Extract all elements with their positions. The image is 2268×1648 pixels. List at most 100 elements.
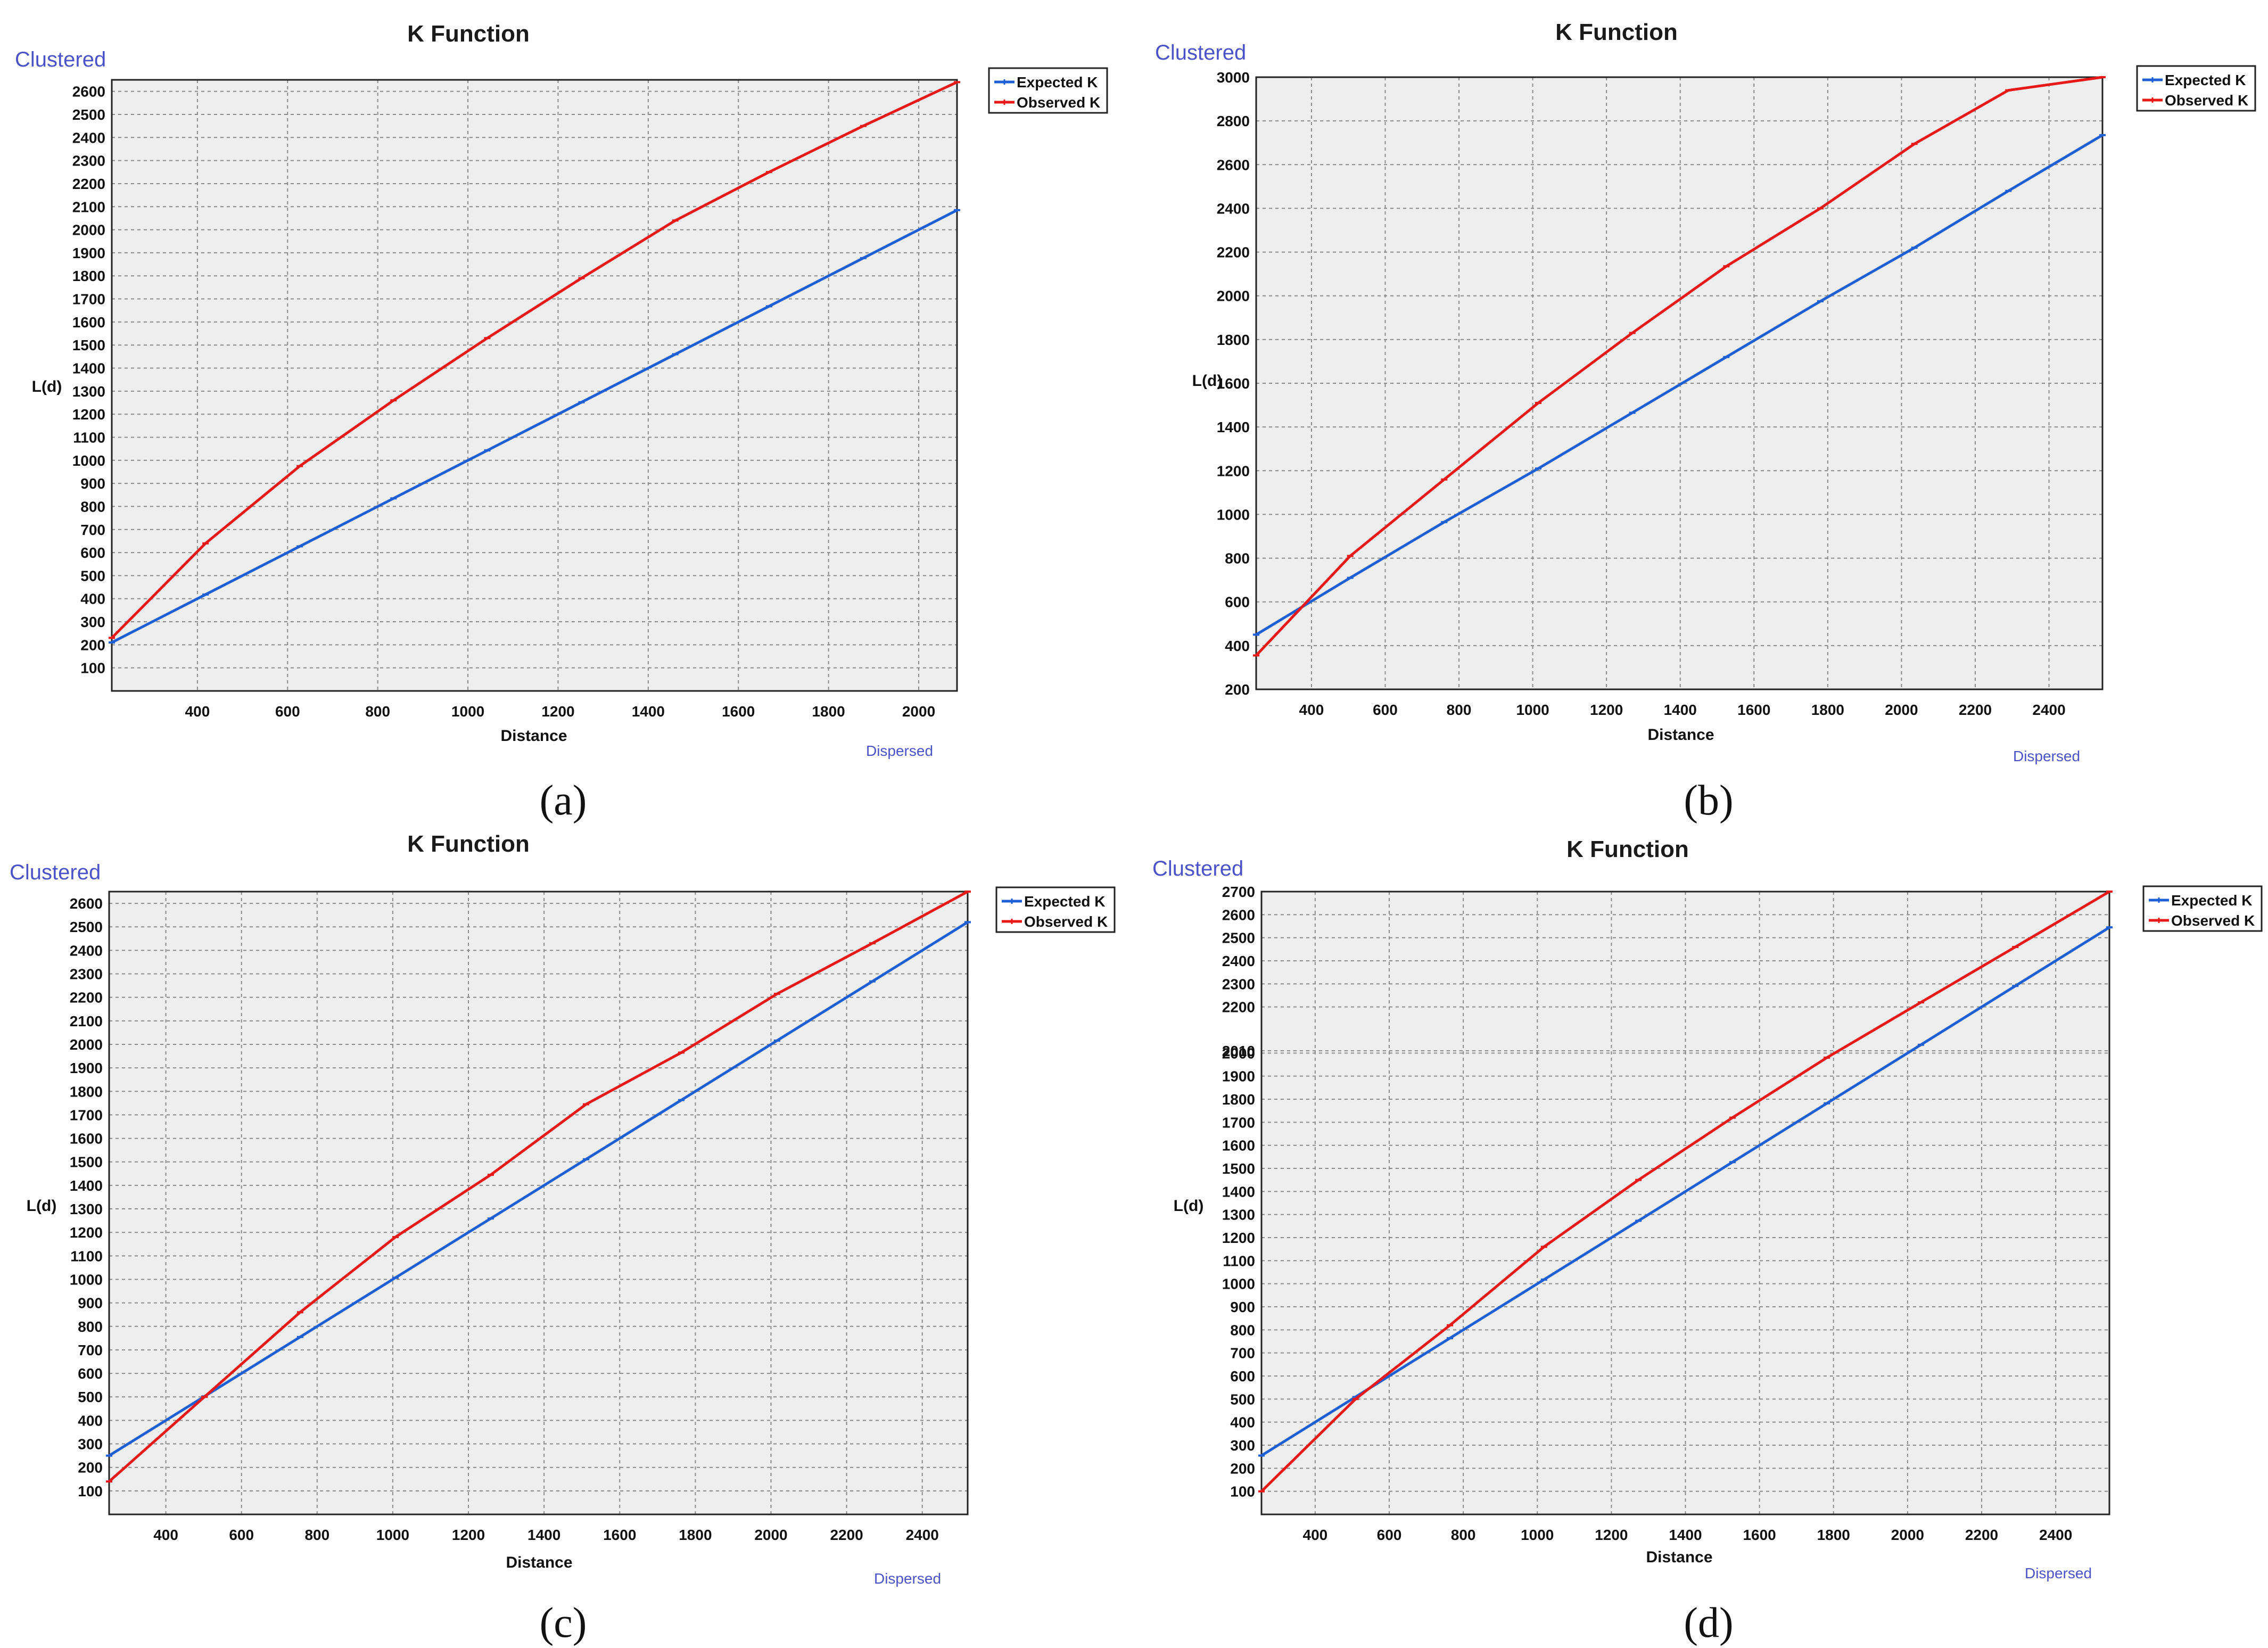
chart-c-ytick-label: 2400: [70, 942, 103, 959]
chart-d-ytick-label: 1600: [1222, 1138, 1255, 1154]
chart-a-x-axis-label: Distance: [500, 727, 567, 745]
chart-d-ytick-label: 100: [1230, 1484, 1255, 1500]
chart-c-ytick-label: 300: [78, 1436, 103, 1453]
chart-d-xtick-label: 1800: [1817, 1527, 1850, 1543]
chart-d-plot-frame: [1260, 891, 2110, 1515]
chart-c-ytick-label: 900: [78, 1295, 103, 1312]
chart-a-ytick-label: 1300: [72, 383, 105, 400]
chart-d-xtick-label: 2200: [1965, 1527, 1998, 1543]
chart-c-panel: K Function Clustered Dispersed 100 200 300 400…: [10, 831, 1116, 1646]
chart-a-panel: K Function Clustered Dispersed 100 200 300 400…: [15, 21, 1108, 824]
chart-d-observed-k-line: [1260, 890, 2110, 1493]
chart-d-ytick-label: 400: [1230, 1414, 1255, 1431]
chart-c-ytick-label: 400: [78, 1412, 103, 1429]
chart-a-ytick-label: 500: [80, 567, 105, 584]
chart-b-ytick-label: 600: [1225, 594, 1250, 611]
chart-d-ytick-label: 2200: [1222, 999, 1255, 1016]
chart-c-xtick-label: 1800: [679, 1527, 712, 1543]
chart-a-ytick-label: 1700: [72, 291, 105, 308]
chart-d-dispersed-label: Dispersed: [2025, 1565, 2092, 1581]
chart-b-xtick-label: 1000: [1516, 702, 1549, 718]
chart-a-ytick-label: 700: [80, 522, 105, 538]
chart-d-plot-area: [1261, 892, 2109, 1514]
chart-a-ytick-label: 2100: [72, 199, 105, 215]
chart-a-xtick-label: 1800: [812, 703, 845, 720]
chart-c-legend: Expected K Observed K: [995, 886, 1116, 933]
chart-c-ytick-label: 200: [78, 1460, 103, 1476]
chart-b-ytick-label: 2600: [1217, 156, 1250, 173]
chart-c-ytick-label: 2000: [70, 1036, 103, 1053]
chart-a-legend-label: Expected K: [1017, 74, 1098, 90]
chart-b-xtick-label: 600: [1373, 702, 1398, 718]
chart-c-xtick-label: 2200: [830, 1527, 863, 1543]
chart-d-ytick-label: 200: [1230, 1460, 1255, 1477]
chart-c-plot-frame: [108, 891, 969, 1515]
chart-b-legend-label: Observed K: [2165, 92, 2248, 109]
chart-c-ytick-label: 1800: [70, 1083, 103, 1100]
chart-a-dispersed-label: Dispersed: [866, 743, 933, 759]
chart-b-xtick-label: 2000: [1885, 702, 1918, 718]
chart-d-legend-label: Observed K: [2171, 912, 2255, 929]
chart-a-xtick-label: 1200: [541, 703, 574, 720]
chart-a-ytick-label: 2500: [72, 106, 105, 123]
chart-c-ytick-label: 1100: [70, 1248, 103, 1264]
chart-c-ytick-label: 2600: [70, 895, 103, 912]
chart-b-x-axis-label: Distance: [1647, 726, 1714, 744]
chart-a-ytick-label: 1400: [72, 360, 105, 377]
chart-a-observed-k-line: [111, 81, 958, 639]
chart-c-ytick-label: 1500: [70, 1154, 103, 1171]
chart-b-xtick-label: 400: [1299, 702, 1324, 718]
chart-d-ytick-label: 900: [1230, 1299, 1255, 1315]
chart-d-clustered-label: Clustered: [1152, 857, 1243, 880]
chart-c-caption: (c): [540, 1600, 587, 1646]
chart-a-ytick-label: 1000: [72, 452, 105, 469]
chart-c-x-axis-label: Distance: [506, 1554, 572, 1571]
chart-a-xtick-label: 1600: [722, 703, 755, 720]
chart-a-ytick-label: 300: [80, 614, 105, 630]
chart-b-xtick-label: 2200: [1959, 702, 1992, 718]
chart-b-ytick-label: 1000: [1217, 506, 1250, 523]
chart-c-ytick-label: 1600: [70, 1131, 103, 1147]
chart-a-xtick-label: 1000: [451, 703, 484, 720]
chart-b-observed-k-line: [1255, 76, 2103, 657]
chart-c-ytick-label: 2500: [70, 919, 103, 935]
chart-c-clustered-label: Clustered: [10, 861, 101, 884]
chart-b-clustered-label: Clustered: [1155, 41, 1246, 64]
chart-c-ytick-label: 700: [78, 1342, 103, 1358]
chart-c-ytick-label: 1900: [70, 1060, 103, 1076]
chart-d-ytick-label: 1000: [1222, 1276, 1255, 1292]
chart-d-ytick-label: 1500: [1222, 1160, 1255, 1177]
chart-c-observed-k-line: [108, 890, 969, 1483]
chart-d-ytick-label: 2010: [1222, 1043, 1255, 1059]
chart-a-expected-k-line: [111, 209, 958, 644]
chart-a-legend-label: Observed K: [1017, 94, 1100, 111]
chart-c-ytick-label: 1300: [70, 1201, 103, 1217]
chart-c-xtick-label: 2400: [906, 1527, 939, 1543]
chart-c-xtick-label: 1200: [452, 1527, 485, 1543]
chart-c-xtick-label: 1000: [376, 1527, 409, 1543]
chart-b-dispersed-label: Dispersed: [2013, 748, 2080, 764]
chart-a-ytick-label: 600: [80, 545, 105, 561]
chart-c-ytick-label: 100: [78, 1483, 103, 1499]
chart-a-ytick-label: 2300: [72, 153, 105, 169]
chart-d-ytick-label: 2000: [1222, 1045, 1255, 1061]
chart-b-ytick-label: 200: [1225, 681, 1250, 698]
chart-a-ytick-label: 400: [80, 591, 105, 607]
chart-a-ytick-label: 200: [80, 637, 105, 653]
chart-d-ytick-label: 600: [1230, 1368, 1255, 1385]
chart-c-ytick-label: 800: [78, 1319, 103, 1335]
chart-d-xtick-label: 1200: [1595, 1527, 1628, 1543]
chart-d-ytick-label: 1700: [1222, 1114, 1255, 1131]
chart-a-ytick-label: 2200: [72, 176, 105, 192]
chart-a-ytick-label: 1100: [73, 429, 105, 446]
chart-c-title: K Function: [407, 831, 530, 857]
chart-d-ytick-label: 1900: [1222, 1068, 1255, 1085]
chart-b-ytick-label: 1400: [1217, 419, 1250, 435]
chart-d-ytick-label: 2700: [1222, 884, 1255, 900]
chart-a-ytick-label: 900: [80, 475, 105, 492]
chart-d-legend-box: [2142, 885, 2263, 932]
chart-d-expected-k-line: [1260, 926, 2110, 1457]
chart-a-ytick-label: 1800: [72, 268, 105, 284]
chart-d-ytick-label: 700: [1230, 1345, 1255, 1362]
chart-d-ytick-label: 1400: [1222, 1183, 1255, 1200]
